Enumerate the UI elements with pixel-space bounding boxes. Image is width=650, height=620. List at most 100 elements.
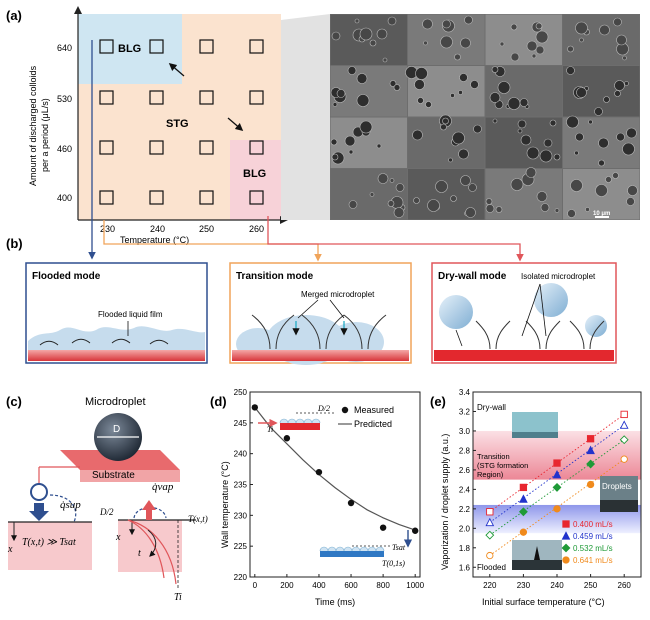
y-tick-label-d: 245 [234,419,248,428]
sem-pore [470,80,479,89]
sample-square [249,140,264,155]
data-point [586,480,595,489]
legend-e: 0.400 mL/s 0.459 mL/s 0.532 mL/s 0.641 mL/s [561,520,613,565]
y-axis-label-a-2: per a period (μL/s) [40,98,50,172]
data-point [619,420,629,429]
y-tick-label-e: 2.6 [459,466,471,475]
sem-pore [626,127,637,139]
connector-drywall [267,216,524,262]
left-x-label: x [7,544,13,555]
x-tick: 240 [150,224,165,234]
isolated-droplet [439,295,473,329]
sem-pore [387,16,397,26]
panel-label-b: (b) [6,236,23,251]
y-tick-label-d: 235 [234,481,248,490]
blg-top-region [78,14,182,84]
sem-pore [376,28,388,40]
scale-bar [595,216,609,218]
vap-arrow-icon [142,500,156,510]
sem-pore [331,31,341,41]
sem-pore [612,172,619,179]
legend-label: 0.532 mL/s [573,544,613,553]
y-tick-label-d: 220 [234,573,248,582]
sem-pore [535,22,543,30]
y-tick-label-e: 2.0 [459,524,471,533]
data-point [553,459,561,467]
sem-pore [575,21,588,35]
x-tick: 250 [199,224,214,234]
sem-cell [563,14,640,65]
transition-substrate [232,350,409,361]
transition-structures [251,314,387,350]
stg-label: STG [166,118,189,130]
substrate-front [80,470,180,482]
sample-square [149,39,164,54]
sem-pore [348,149,354,155]
sem-pore [458,90,463,95]
transition-mode-box: Transition mode Merged microdroplet [229,262,412,365]
sem-pore [473,124,482,134]
legend-predicted: Predicted [354,419,392,429]
legend-measured: Measured [354,405,394,415]
x-tick-label-d: 400 [312,581,326,590]
flooded-mode-box: Flooded mode Flooded liquid film [25,262,208,364]
transition-pointer [297,299,319,319]
data-point [619,435,629,445]
x-tick-label-d: 600 [344,581,358,590]
sem-pore [598,159,605,167]
sem-pore [489,92,501,103]
isolated-droplet [534,283,568,317]
y-tick-label-e: 2.2 [459,505,471,514]
x-tick-label-d: 200 [280,581,294,590]
data-point [552,469,562,479]
sem-pore [499,41,505,47]
flooded-structures [39,338,169,346]
sem-pore [510,178,524,191]
measured-point [283,435,291,442]
sample-square [199,90,214,105]
x-axis-label-a: Temperature (°C) [120,235,189,245]
sample-square [99,39,114,54]
temp-profile-curve [127,519,165,579]
sem-pore [520,134,532,146]
substrate-label: Substrate [92,470,135,481]
drywall-pointer [521,283,541,337]
sem-pore [440,123,447,131]
panel-e: (e) Dry-wall Transition (STG formation R… [430,388,642,607]
sem-pore [517,119,527,129]
sem-pore [576,87,587,98]
sem-pore [435,180,448,193]
sem-pore [354,18,360,24]
supply-droplet [30,483,48,501]
data-point [519,528,528,536]
sem-pore [510,52,520,62]
sem-pore [442,117,449,125]
blg-top-label: BLG [118,43,141,55]
legend-label: 0.641 mL/s [573,556,613,565]
y-tick-label-e: 3.2 [459,407,471,416]
sem-pore [543,138,553,148]
data-point [485,530,495,540]
sample-square [149,90,164,105]
sem-pore [622,55,627,61]
transition-region-label: (STG formation [477,461,528,470]
sample-square [199,39,214,54]
sample-square [149,140,164,155]
sem-pore [517,128,523,134]
sem-pore [412,129,423,141]
sem-cell [485,14,562,65]
y-tick-label-e: 2.4 [459,485,471,494]
measured-point [411,527,419,534]
panel-label-e: (e) [430,394,446,409]
sem-pore [624,81,629,86]
marks-e [485,410,629,560]
sem-pore [413,197,420,204]
sem-pore [579,37,584,43]
temp-profile-curve [127,519,177,585]
sem-pore [553,153,561,161]
plot-frame-d [249,391,421,578]
sem-pore [598,137,609,149]
flooded-annotation: Flooded liquid film [98,310,163,319]
y-tick: 530 [57,94,72,104]
data-point [553,505,561,513]
